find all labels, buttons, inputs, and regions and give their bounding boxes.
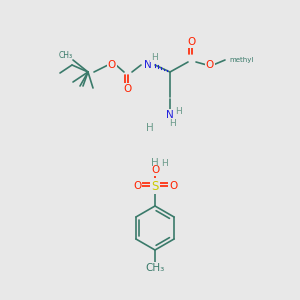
Text: H: H [151,52,158,62]
Text: H: H [175,106,182,116]
Text: H: H [146,123,154,133]
Text: CH₃: CH₃ [146,263,165,273]
Text: N: N [144,60,152,70]
Text: O: O [124,84,132,94]
Text: CH₃: CH₃ [59,52,73,61]
Text: O: O [206,60,214,70]
Text: O: O [169,181,177,191]
Text: S: S [151,179,159,193]
Text: H: H [160,160,167,169]
Text: O: O [108,60,116,70]
Text: H: H [151,158,159,168]
Text: methyl: methyl [229,57,254,63]
Text: N: N [166,110,174,120]
Text: O: O [188,37,196,47]
Text: O: O [151,165,159,175]
Text: O: O [133,181,141,191]
Text: H: H [169,119,176,128]
